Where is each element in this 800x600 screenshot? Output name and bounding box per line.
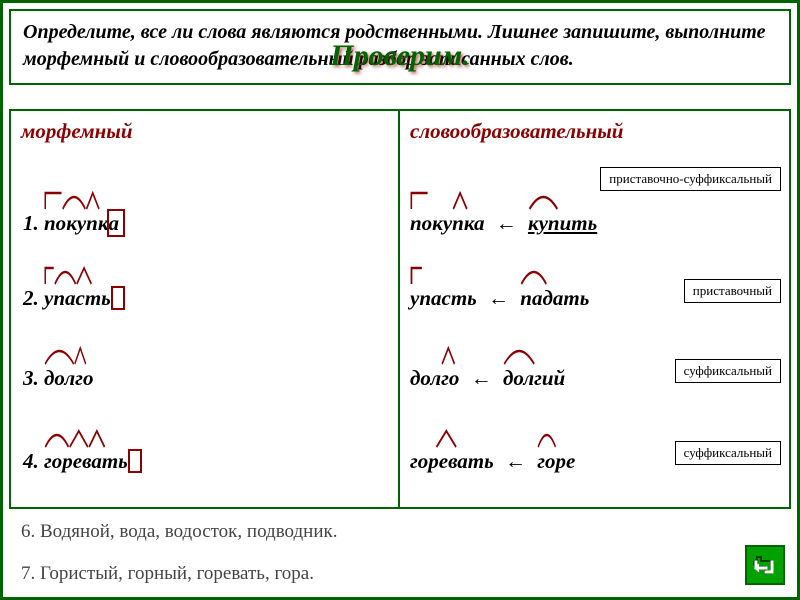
bg-text-line-6: 6. Водяной, вода, водосток, подводник.: [21, 521, 337, 543]
bg-text-line-7: 7. Гористый, горный, горевать, гора.: [21, 563, 314, 585]
col-title-derivational: словообразовательный: [410, 119, 779, 144]
derivational-row: долго ← долгий: [410, 366, 565, 391]
morpheme-marks: [537, 425, 575, 449]
arrow-icon: ←: [490, 211, 523, 235]
analysis-grid: морфемный 1. покупка 2.: [9, 109, 791, 509]
return-arrow-icon: [753, 553, 777, 577]
morpheme-marks: [44, 262, 111, 286]
morpheme-word: долго: [44, 366, 93, 391]
column-morphemic: морфемный 1. покупка 2.: [11, 111, 400, 507]
morpheme-marks: [503, 342, 565, 366]
base-word: горе: [537, 449, 575, 474]
base-word: падать: [520, 286, 589, 311]
morpheme-marks: [44, 342, 93, 366]
zero-ending-icon: [128, 449, 142, 473]
derived-word: долго: [410, 366, 459, 391]
derivational-row: горевать ← горе: [410, 449, 575, 474]
task-box: Определите, все ли слова являются родств…: [9, 9, 791, 85]
base-word: купить: [528, 211, 597, 236]
row-number: 4.: [23, 449, 39, 473]
morphemic-row: 1. покупка: [23, 211, 119, 236]
morpheme-marks: [528, 187, 597, 211]
morpheme-marks: [410, 187, 484, 211]
morphemic-row: 2. упасть: [23, 286, 111, 311]
row-number: 2.: [23, 286, 39, 310]
morpheme-word: горевать: [44, 449, 128, 474]
derivational-row: покупка ← купить: [410, 211, 597, 236]
morphemic-row: 4. горевать: [23, 449, 128, 474]
derived-word: покупка: [410, 211, 484, 236]
morpheme-marks: [44, 187, 119, 211]
arrow-icon: ←: [499, 449, 532, 473]
morpheme-word: упасть: [44, 286, 111, 311]
method-label: приставочный: [684, 279, 781, 303]
morpheme-marks: [410, 262, 477, 286]
arrow-icon: ←: [482, 286, 515, 310]
morphemic-row: 3. долго: [23, 366, 93, 391]
morpheme-word: покупка: [44, 211, 119, 236]
morpheme-marks: [410, 342, 459, 366]
zero-ending-icon: [111, 286, 125, 310]
col-title-morphemic: морфемный: [21, 119, 388, 144]
method-label: суффиксальный: [675, 441, 781, 465]
row-number: 1.: [23, 211, 39, 235]
method-label: суффиксальный: [675, 359, 781, 383]
derived-word: горевать: [410, 449, 494, 474]
nav-return-button[interactable]: [745, 545, 785, 585]
arrow-icon: ←: [465, 366, 498, 390]
morpheme-marks: [520, 262, 589, 286]
task-text: Определите, все ли слова являются родств…: [23, 19, 777, 73]
morpheme-marks: [44, 425, 128, 449]
base-word: долгий: [503, 366, 565, 391]
method-label: приставочно-суффиксальный: [600, 167, 781, 191]
slide: 6. Водяной, вода, водосток, подводник. 7…: [0, 0, 800, 600]
row-number: 3.: [23, 366, 39, 390]
column-derivational: словообразовательный приставочно-суффикс…: [400, 111, 789, 507]
morpheme-marks: [410, 425, 494, 449]
derivational-row: упасть ← падать: [410, 286, 589, 311]
derived-word: упасть: [410, 286, 477, 311]
